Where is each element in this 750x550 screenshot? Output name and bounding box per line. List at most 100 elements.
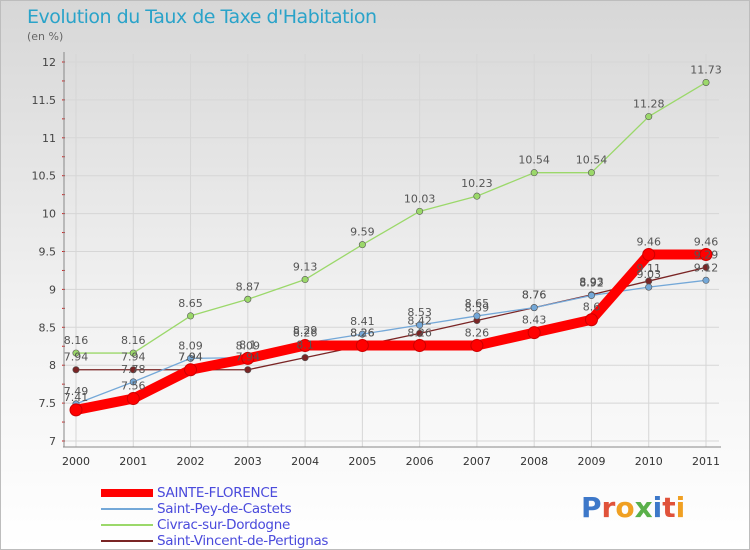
data-label: 8.65 xyxy=(465,297,490,310)
data-point xyxy=(187,354,195,362)
data-label: 8.53 xyxy=(407,306,432,319)
data-label: 7.94 xyxy=(64,351,89,364)
data-point xyxy=(69,403,83,417)
y-tick-label: 11 xyxy=(42,132,56,145)
data-label: 10.23 xyxy=(461,177,493,190)
x-tick-label: 2001 xyxy=(119,455,147,468)
data-point xyxy=(72,349,80,357)
brand-letter: P xyxy=(581,491,602,524)
data-point xyxy=(530,169,538,177)
legend-label: Saint-Vincent-de-Pertignas xyxy=(157,533,329,549)
data-label: 8.65 xyxy=(178,297,203,310)
data-point xyxy=(645,283,653,291)
data-label: 9.59 xyxy=(350,226,375,239)
x-tick-label: 2005 xyxy=(348,455,376,468)
data-label: 8.43 xyxy=(522,314,547,327)
series-line xyxy=(75,266,707,371)
data-point xyxy=(527,326,541,340)
legend-item: Saint-Pey-de-Castets xyxy=(101,501,328,517)
brand-logo: Proxiti xyxy=(581,491,685,524)
data-point xyxy=(702,263,710,271)
data-label: 9.46 xyxy=(636,236,661,249)
data-point xyxy=(587,291,595,299)
data-label: 8.42 xyxy=(407,314,432,327)
data-point xyxy=(699,248,713,262)
data-label: 8.29 xyxy=(293,324,318,337)
data-label: 7.49 xyxy=(64,385,89,398)
data-label: 10.54 xyxy=(518,154,550,167)
chart-title: Evolution du Taux de Taxe d'Habitation xyxy=(27,6,377,28)
data-point xyxy=(184,363,198,377)
data-label: 8.93 xyxy=(579,276,604,289)
data-label: 8.26 xyxy=(293,326,318,339)
data-point xyxy=(187,312,195,320)
data-point xyxy=(358,330,366,338)
y-tick-label: 9.5 xyxy=(39,246,57,259)
data-label: 11.73 xyxy=(690,63,722,76)
data-point xyxy=(530,304,538,312)
data-point xyxy=(413,338,427,352)
data-point xyxy=(416,207,424,215)
legend-swatch xyxy=(101,489,153,497)
data-point xyxy=(473,312,481,320)
data-label: 9.03 xyxy=(636,268,661,281)
data-label: 7.41 xyxy=(64,391,89,404)
data-label: 8.26 xyxy=(350,326,375,339)
data-label: 8.1 xyxy=(239,339,257,352)
y-tick-label: 11.5 xyxy=(32,94,57,107)
data-label: 8.6 xyxy=(583,301,601,314)
data-label: 8.26 xyxy=(465,326,490,339)
data-point xyxy=(301,276,309,284)
y-tick-label: 8 xyxy=(49,359,56,372)
data-label: 7.56 xyxy=(121,380,146,393)
data-point xyxy=(126,392,140,406)
x-tick-label: 2004 xyxy=(291,455,319,468)
data-point xyxy=(72,366,80,374)
data-label: 11.28 xyxy=(633,98,665,111)
data-label: 8.92 xyxy=(579,276,604,289)
data-point xyxy=(244,295,252,303)
data-label: 9.12 xyxy=(694,261,719,274)
data-label: 9.29 xyxy=(694,248,719,261)
data-label: 8.26 xyxy=(407,326,432,339)
brand-letter: t xyxy=(662,491,676,524)
data-label: 8.26 xyxy=(350,326,375,339)
data-point xyxy=(702,276,710,284)
data-label: 7.94 xyxy=(178,351,203,364)
y-tick-label: 7 xyxy=(49,435,56,448)
legend-item: Civrac-sur-Dordogne xyxy=(101,517,328,533)
data-point xyxy=(645,113,653,121)
data-point xyxy=(416,321,424,329)
y-tick-label: 7.5 xyxy=(39,397,57,410)
data-label: 8.16 xyxy=(121,334,146,347)
x-tick-label: 2008 xyxy=(520,455,548,468)
data-label: 9.13 xyxy=(293,261,318,274)
data-point xyxy=(702,78,710,86)
data-point xyxy=(355,338,369,352)
data-point xyxy=(129,366,137,374)
series-line xyxy=(75,81,707,354)
data-point xyxy=(241,351,255,365)
data-point xyxy=(416,329,424,337)
legend-label: Saint-Pey-de-Castets xyxy=(157,501,292,517)
data-label: 8.09 xyxy=(178,339,203,352)
data-point xyxy=(244,366,252,374)
data-point xyxy=(473,192,481,200)
data-label: 10.54 xyxy=(576,154,608,167)
legend-label: SAINTE-FLORENCE xyxy=(157,485,278,501)
legend: SAINTE-FLORENCE Saint-Pey-de-Castets Civra… xyxy=(101,485,328,549)
y-tick-label: 12 xyxy=(42,56,56,69)
data-point xyxy=(587,169,595,177)
x-tick-label: 2003 xyxy=(234,455,262,468)
y-tick-label: 9 xyxy=(49,283,56,296)
data-point xyxy=(642,248,656,262)
data-label: 7.94 xyxy=(121,351,146,364)
x-tick-label: 2006 xyxy=(406,455,434,468)
brand-letter: x xyxy=(634,491,653,524)
x-tick-label: 2000 xyxy=(62,455,90,468)
brand-letter: i xyxy=(675,491,686,524)
data-label: 8.59 xyxy=(465,301,490,314)
x-tick-label: 2007 xyxy=(463,455,491,468)
